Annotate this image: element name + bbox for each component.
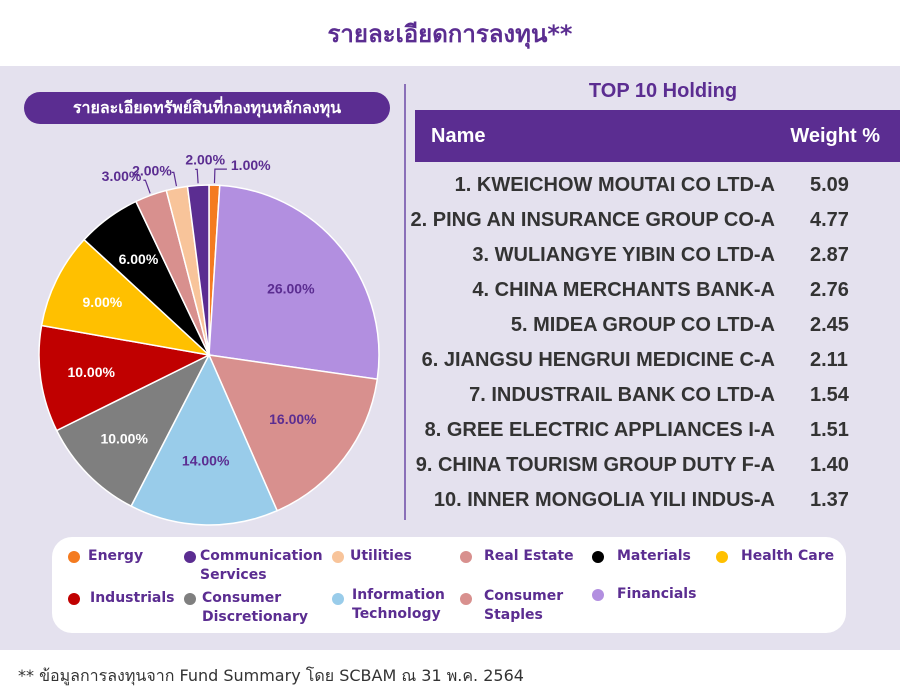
holding-weight: 2.76 (810, 279, 849, 301)
section-divider (404, 84, 406, 520)
holding-weight: 1.40 (810, 454, 849, 476)
holding-weight: 2.11 (810, 349, 848, 371)
legend-swatch (592, 589, 604, 601)
pie-data-label: 2.00% (132, 162, 172, 178)
legend-swatch (592, 551, 604, 563)
pie-slice-industrials (38, 324, 212, 432)
pie-data-label: 16.00% (269, 411, 317, 427)
pie-slice-health-care (40, 238, 212, 357)
pie-leader-line (195, 168, 199, 184)
legend-swatch (68, 593, 80, 605)
pie-section-title: รายละเอียดทรัพย์สินที่กองทุนหลักลงทุน (24, 92, 390, 124)
holding-name: 3. WULIANGYE YIBIN CO LTD-A (472, 244, 775, 266)
holding-name: 5. MIDEA GROUP CO LTD-A (510, 314, 775, 336)
footnote: ** ข้อมูลการลงทุนจาก Fund Summary โดย SC… (18, 666, 524, 685)
legend-swatch (184, 551, 196, 563)
holding-weight: 1.37 (810, 489, 849, 511)
legend-label: Energy (88, 548, 144, 564)
legend-swatch (460, 551, 472, 563)
legend-label: Industrials (90, 590, 175, 606)
holding-name: 9. CHINA TOURISM GROUP DUTY F-A (415, 454, 775, 476)
chart-legend: Energy Communication Services Utilities … (52, 537, 846, 633)
legend-label: Utilities (350, 548, 412, 564)
pie-slice-financials (208, 184, 380, 381)
pie-data-label: 26.00% (267, 281, 315, 297)
legend-label: Materials (617, 548, 691, 564)
legend-swatch (184, 593, 196, 605)
holding-weight: 1.54 (810, 384, 849, 406)
holding-weight: 2.45 (810, 314, 849, 336)
legend-label: Health Care (741, 548, 835, 564)
holding-name: 7. INDUSTRAIL BANK CO LTD-A (469, 384, 775, 406)
holdings-table-body: 1. KWEICHOW MOUTAI CO LTD-A 5.09 2. PING … (411, 168, 900, 518)
holding-name: 8. GREE ELECTRIC APPLIANCES I-A (424, 419, 775, 441)
column-header-weight: Weight % (790, 125, 880, 147)
holding-name: 10. INNER MONGOLIA YILI INDUS-A (433, 489, 775, 511)
legend-swatch (716, 551, 728, 563)
pie-slice-communication-services (186, 184, 210, 356)
pie-data-label: 10.00% (100, 430, 148, 446)
holding-weight: 5.09 (810, 174, 849, 196)
legend-swatch (460, 593, 472, 605)
pie-data-label: 9.00% (83, 294, 123, 310)
pie-data-label: 14.00% (182, 452, 230, 468)
table-row: 2. PING AN INSURANCE GROUP CO-A 4.77 (411, 203, 900, 238)
holding-name: 4. CHINA MERCHANTS BANK-A (472, 279, 775, 301)
pie-data-label: 10.00% (67, 364, 115, 380)
pie-slice-information-technology (130, 353, 279, 526)
holding-name: 6. JIANGSU HENGRUI MEDICINE C-A (421, 349, 775, 371)
pie-data-label: 1.00% (231, 157, 271, 173)
legend-swatch (332, 551, 344, 563)
column-header-name: Name (431, 125, 486, 147)
holding-weight: 2.87 (810, 244, 849, 266)
pie-data-label: 2.00% (185, 151, 225, 167)
table-row: 9. CHINA TOURISM GROUP DUTY F-A 1.40 (415, 448, 900, 483)
holding-name: 2. PING AN INSURANCE GROUP CO-A (410, 209, 775, 231)
legend-label: Consumer Discretionary (202, 590, 309, 625)
table-row: 7. INDUSTRAIL BANK CO LTD-A 1.54 (415, 378, 900, 413)
pie-leader-line (171, 171, 178, 187)
table-row: 3. WULIANGYE YIBIN CO LTD-A 2.87 (415, 238, 900, 273)
table-row: 5. MIDEA GROUP CO LTD-A 2.45 (415, 308, 900, 343)
legend-swatch (68, 551, 80, 563)
legend-label: Information Technology (352, 587, 445, 622)
table-row: 4. CHINA MERCHANTS BANK-A 2.76 (415, 273, 900, 308)
legend-label: Financials (617, 586, 697, 602)
table-row: 10. INNER MONGOLIA YILI INDUS-A 1.37 (415, 483, 900, 518)
legend-swatch (332, 593, 344, 605)
pie-data-label: 6.00% (119, 251, 159, 267)
pie-slice-consumer-discretionary (55, 353, 211, 508)
holdings-table-header: Name Weight % (415, 110, 900, 162)
top10-title: TOP 10 Holding (588, 80, 738, 102)
page-title: รายละเอียดการลงทุน** (327, 20, 573, 48)
legend-label: Consumer Staples (484, 588, 564, 623)
holding-weight: 1.51 (810, 419, 849, 441)
table-row: 6. JIANGSU HENGRUI MEDICINE C-A 2.11 (415, 343, 900, 378)
pie-chart: 1.00% 26.00% 16.00% 14.00% 10.00% 10.00% 9.00%… (38, 151, 380, 526)
content-panel: รายละเอียดทรัพย์สินที่กองทุนหลักลงทุน 1.… (0, 66, 900, 650)
pie-leader-line (143, 179, 151, 194)
holding-weight: 4.77 (810, 209, 849, 231)
legend-label: Real Estate (484, 548, 574, 564)
pie-data-label: 3.00% (102, 168, 142, 184)
table-row: 1. KWEICHOW MOUTAI CO LTD-A 5.09 (415, 168, 900, 203)
pie-leader-line (213, 168, 227, 184)
legend-label: Communication Services (200, 548, 323, 583)
pie-slice-consumer-staples (207, 354, 379, 512)
table-row: 8. GREE ELECTRIC APPLIANCES I-A 1.51 (415, 413, 900, 448)
holding-name: 1. KWEICHOW MOUTAI CO LTD-A (454, 174, 775, 196)
